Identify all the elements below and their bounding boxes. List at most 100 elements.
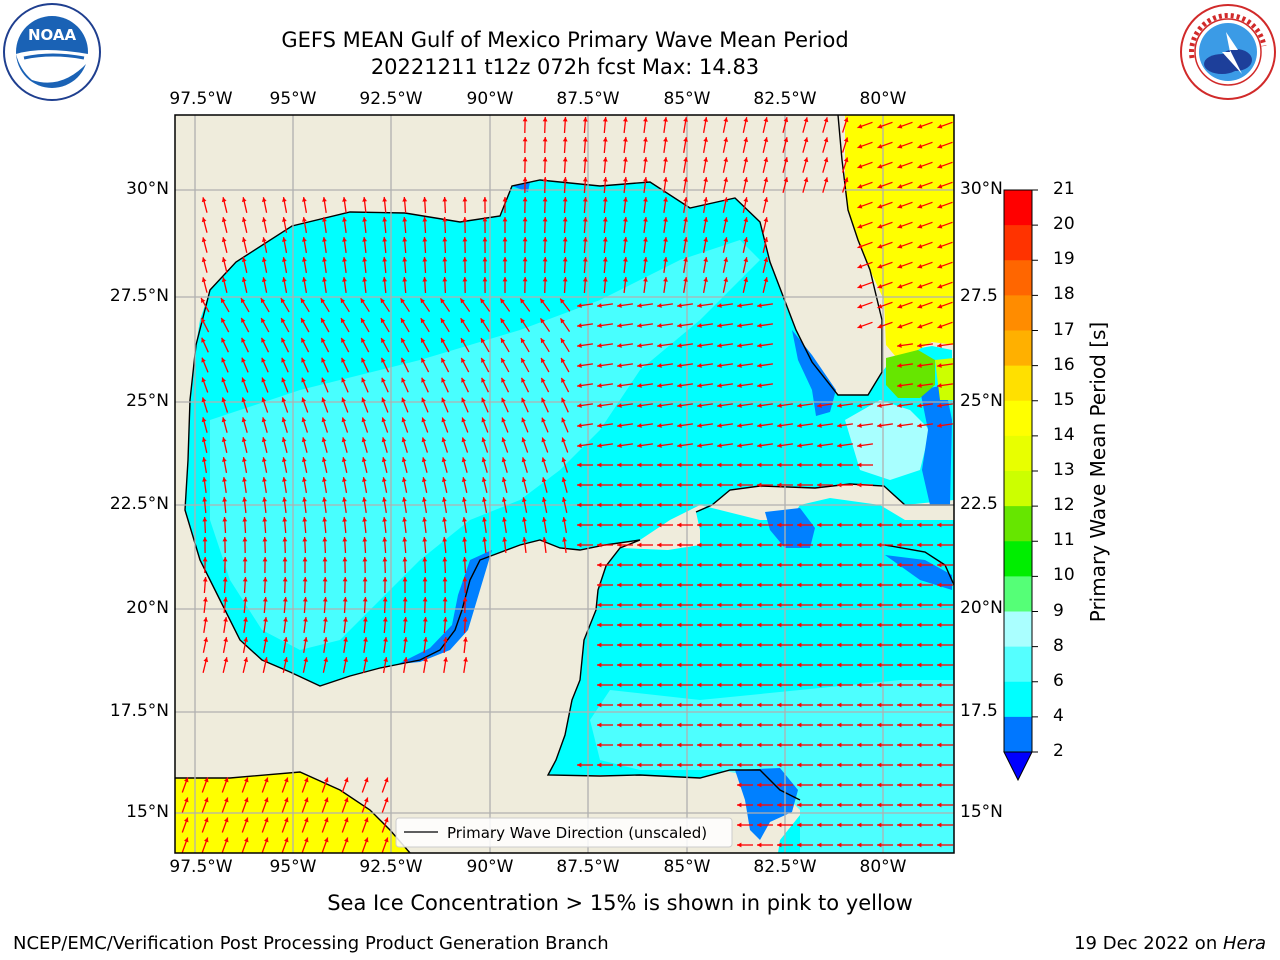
wave-arrow-head: [777, 642, 782, 648]
wave-arrow-head: [717, 462, 722, 468]
wave-arrow-head: [323, 657, 329, 662]
wave-arrow-head: [637, 482, 642, 488]
wave-arrow-head: [402, 257, 408, 262]
wave-arrow-head: [597, 562, 602, 568]
wave-arrow-head: [697, 462, 702, 468]
wave-arrow-head: [643, 197, 648, 202]
wave-arrow-head: [837, 443, 842, 448]
wave-arrow-head: [717, 323, 722, 328]
wave-arrow-head: [597, 462, 602, 468]
wave-arrow-head: [617, 383, 622, 388]
wave-arrow-head: [201, 197, 207, 203]
wave-arrow-head: [797, 622, 802, 628]
wave-arrow-head: [482, 197, 488, 202]
wave-arrow-head: [823, 117, 829, 123]
wave-arrow-head: [737, 343, 742, 348]
wave-arrow-head: [322, 557, 328, 562]
wave-arrow-head: [301, 417, 307, 423]
wave-arrow-head: [202, 497, 207, 502]
wave-arrow-head: [401, 477, 407, 482]
wave-arrow-head: [501, 477, 507, 483]
wave-arrow-head: [244, 777, 249, 783]
wave-arrow-head: [717, 722, 722, 728]
wave-arrow-head: [897, 822, 902, 828]
wave-arrow-head: [777, 482, 782, 488]
wave-arrow-head: [917, 204, 923, 209]
colorbar-tick-label: 2: [1053, 741, 1064, 761]
wave-arrow-head: [817, 482, 822, 488]
wave-arrow-head: [401, 377, 406, 383]
wave-arrow-head: [837, 802, 842, 808]
wave-arrow-head: [797, 562, 802, 568]
wave-arrow-head: [341, 457, 347, 462]
wave-arrow-head: [657, 682, 662, 688]
wave-arrow-head: [857, 642, 862, 648]
wave-arrow-head: [797, 782, 802, 788]
wave-arrow-head: [241, 277, 247, 282]
wave-arrow-head: [857, 124, 863, 129]
wave-arrow-head: [637, 443, 642, 448]
graticule: [175, 115, 954, 853]
wave-arrow-head: [602, 117, 608, 122]
wave-arrow-head: [703, 177, 708, 182]
wave-arrow-head: [683, 257, 688, 262]
wave-arrow-head: [697, 622, 702, 628]
wave-arrow-head: [677, 742, 682, 748]
wave-arrow-head: [877, 662, 882, 668]
wave-arrow-head: [723, 257, 729, 262]
wave-arrow-head: [857, 622, 862, 628]
wave-arrow-head: [442, 497, 447, 502]
wave-arrow-head: [697, 702, 702, 708]
wave-arrow-head: [817, 522, 822, 528]
wave-arrow-head: [877, 144, 883, 149]
wave-arrow-head: [683, 157, 688, 162]
wave-arrow-head: [717, 482, 722, 488]
wave-arrow-head: [737, 842, 742, 848]
wave-arrow-head: [302, 217, 307, 222]
wave-arrow-head: [262, 517, 268, 522]
wave-arrow-head: [737, 822, 742, 828]
wave-arrow-head: [617, 542, 622, 548]
wave-arrow-head: [343, 617, 348, 622]
wave-arrow-head: [637, 403, 642, 408]
wave-arrow-head: [221, 337, 226, 343]
wave-arrow-head: [184, 797, 189, 803]
wave-arrow-head: [362, 217, 367, 222]
wave-arrow-head: [542, 177, 548, 182]
wave-arrow-head: [381, 357, 386, 363]
colorbar-tick-label: 11: [1053, 530, 1075, 551]
lat-label-right: 15°N: [960, 802, 1003, 822]
wave-arrow-head: [341, 437, 347, 443]
wave-arrow-head: [797, 423, 802, 428]
wave-arrow-head: [461, 457, 467, 463]
lat-label-left: 27.5°N: [109, 286, 169, 306]
wave-arrow-head: [521, 477, 527, 483]
wave-arrow-head: [937, 522, 942, 528]
wave-arrow-head: [737, 702, 742, 708]
wave-arrow-head: [743, 197, 749, 202]
wave-arrow-head: [657, 323, 662, 328]
wave-arrow-head: [617, 462, 622, 468]
wave-arrow-head: [657, 383, 662, 388]
wave-arrow-head: [301, 397, 307, 403]
wave-arrow-head: [344, 777, 349, 783]
wave-arrow-head: [677, 602, 682, 608]
wave-arrow-head: [683, 217, 688, 222]
wave-arrow-head: [857, 482, 862, 488]
wave-arrow-head: [937, 702, 942, 708]
wave-arrow-head: [617, 423, 622, 428]
wave-arrow-head: [857, 284, 863, 289]
wave-arrow-head: [677, 482, 682, 488]
wave-arrow-head: [241, 317, 246, 323]
wave-arrow-head: [717, 662, 722, 668]
wave-arrow-head: [281, 357, 286, 363]
wave-arrow-head: [462, 497, 467, 502]
wave-arrow-head: [757, 423, 762, 428]
wave-arrow-head: [803, 137, 809, 143]
wave-arrow-head: [362, 557, 368, 562]
wave-arrow-head: [637, 462, 642, 468]
wave-arrow-head: [797, 462, 802, 468]
wave-arrow-head: [683, 177, 688, 182]
lon-label-top: 87.5°W: [556, 89, 620, 109]
wave-arrow-head: [382, 257, 387, 262]
